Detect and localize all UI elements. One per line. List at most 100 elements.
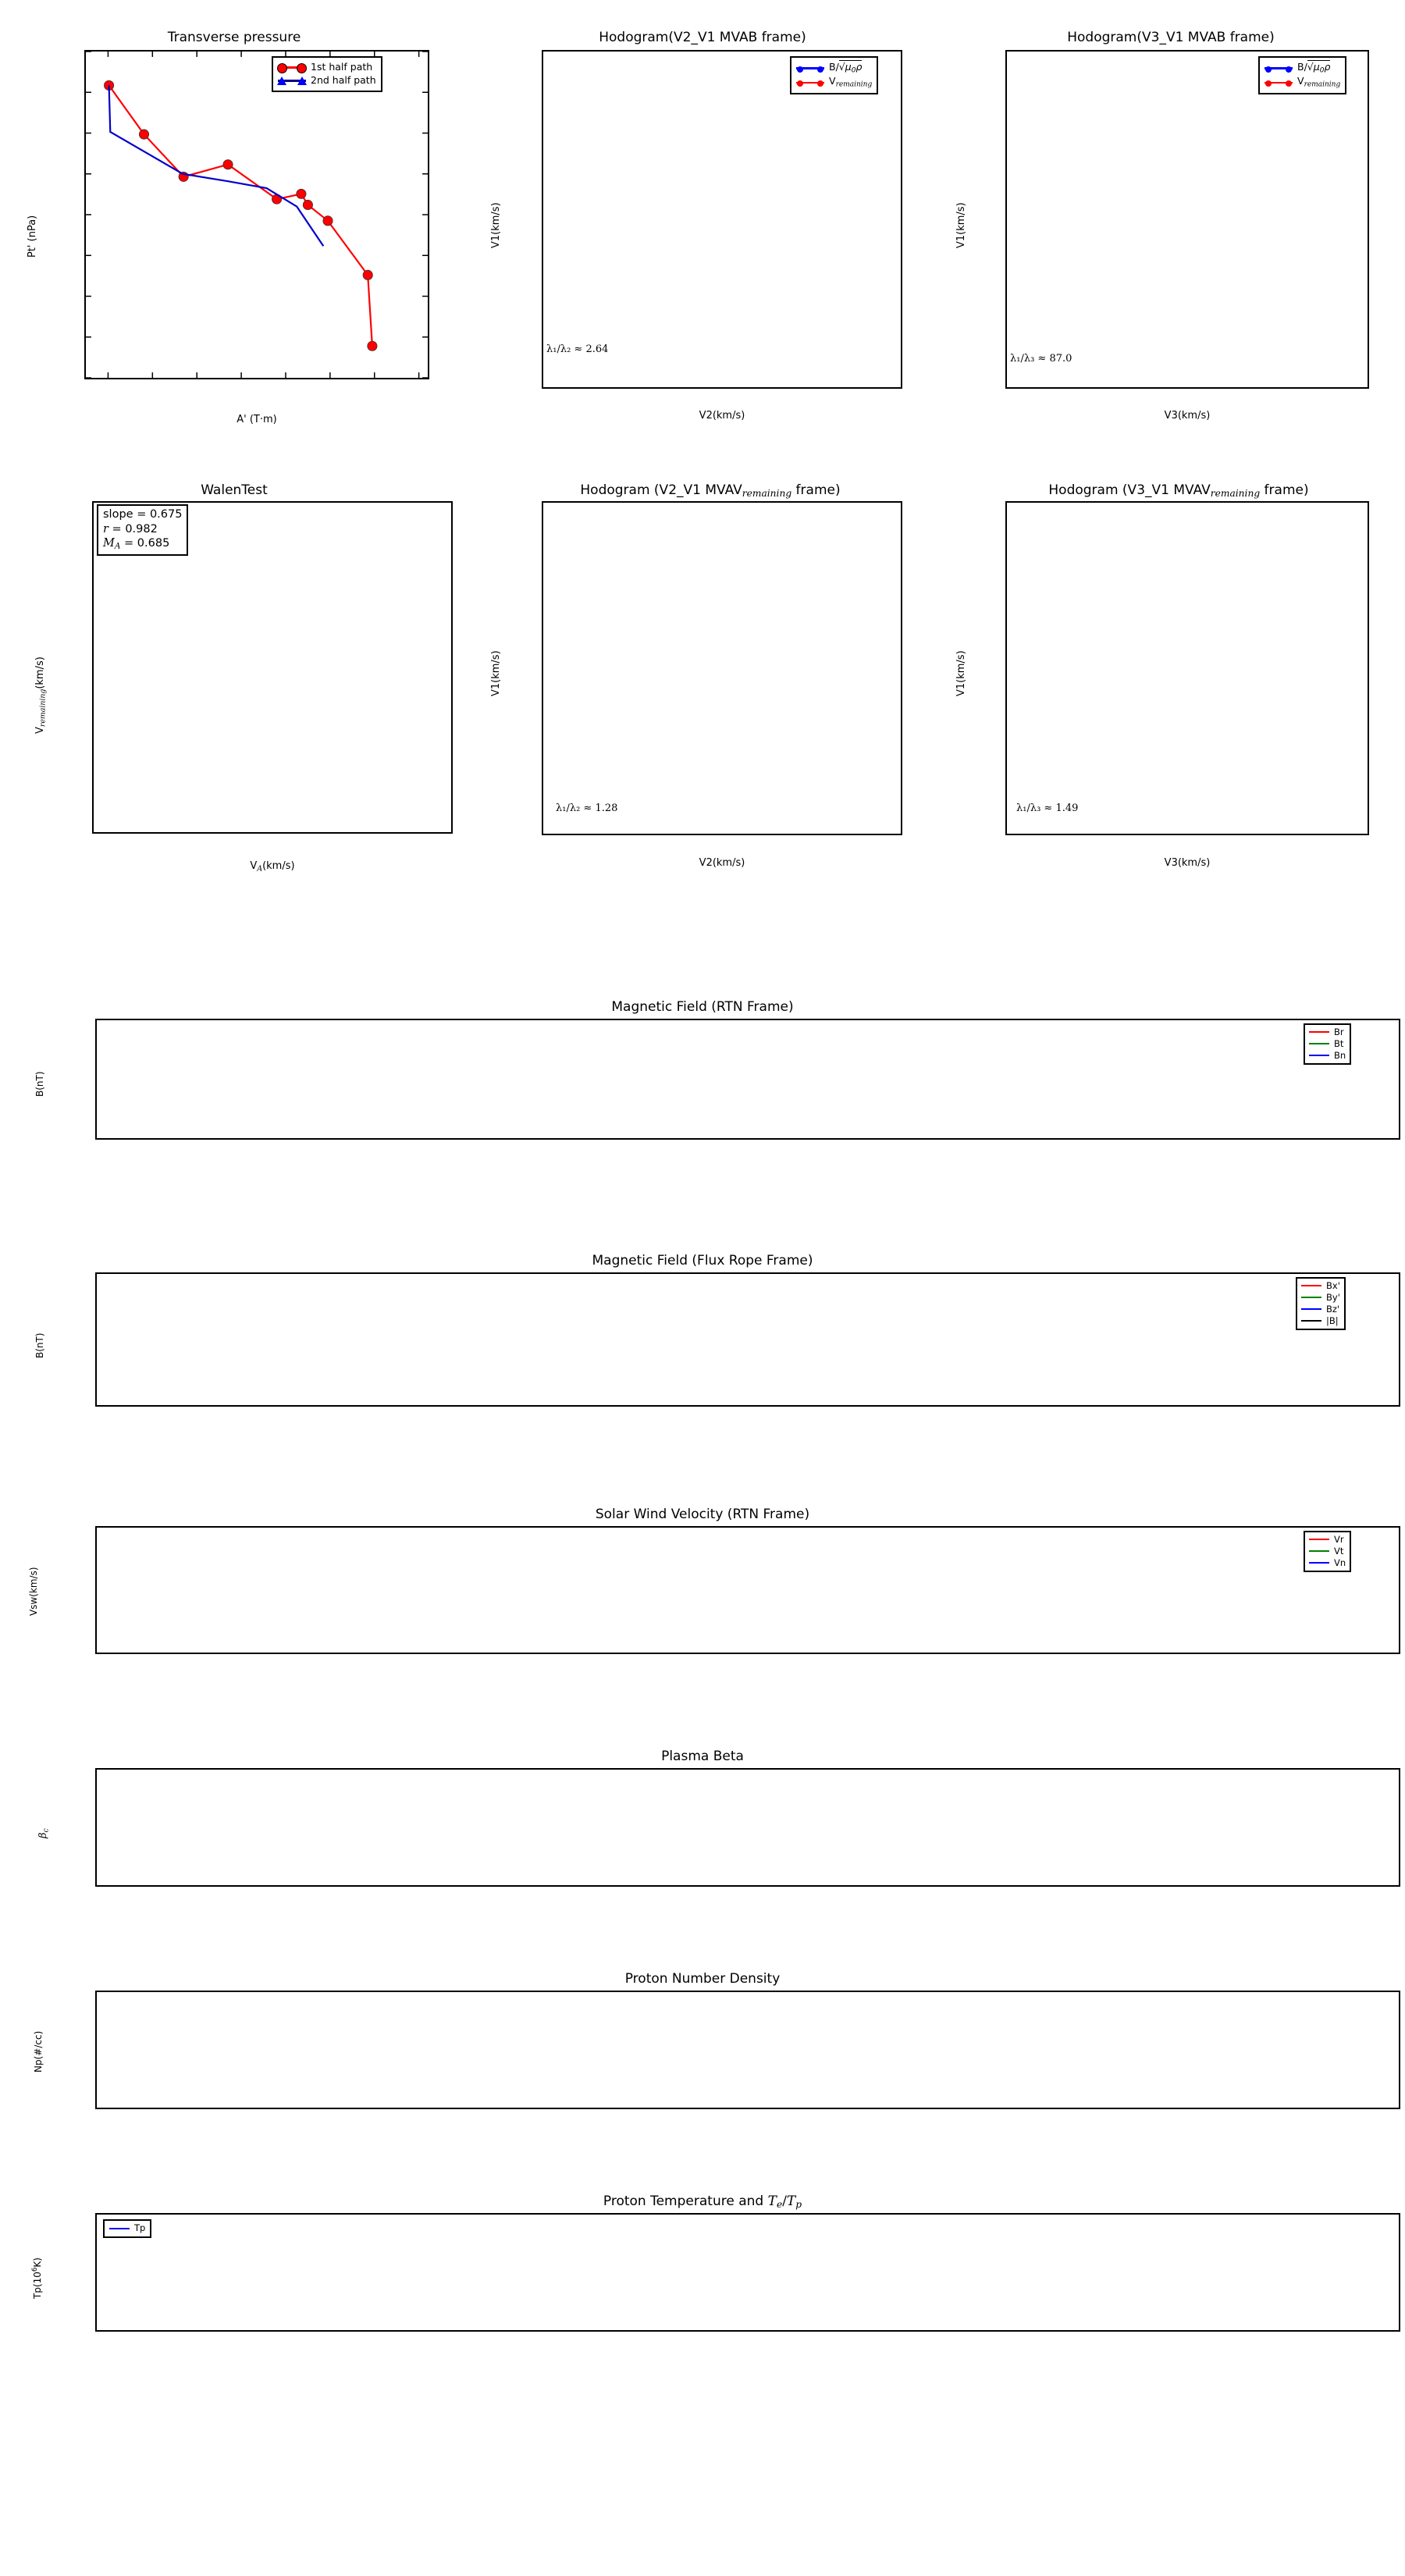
legend-item[interactable]: Vremaining	[1264, 75, 1340, 89]
legend-label: Tp	[134, 2222, 146, 2233]
plot-area	[95, 2213, 1400, 2332]
panel-magnetic-field-fluxrope: Magnetic Field (Flux Rope Frame) B(nT) B…	[0, 1233, 1405, 1452]
panel-transverse-pressure: Transverse pressure Pt' (nPa) A' (T·m) 1…	[0, 0, 468, 445]
panel-hodogram-v3v1-mvav: Hodogram (V3_V1 MVAVremaining frame) V1(…	[937, 453, 1405, 898]
line-swatch-icon	[1309, 1043, 1329, 1045]
x-axis-label: A' (T·m)	[237, 414, 277, 425]
legend-item[interactable]: Vt	[1309, 1546, 1346, 1557]
line-swatch-icon	[1301, 1308, 1321, 1311]
legend-rtn[interactable]: Br Bt Bn	[1304, 1023, 1352, 1065]
panel-title: Plasma Beta	[661, 1749, 744, 1764]
panel-title: Magnetic Field (Flux Rope Frame)	[592, 1253, 813, 1268]
legend-label: Bz'	[1326, 1303, 1340, 1315]
correlation-value: r = 0.982	[103, 522, 158, 535]
eigenvalue-ratio-annotation: λ₁/λ₃ ≈ 87.0	[1010, 353, 1072, 365]
slope-value: slope = 0.675	[103, 508, 183, 521]
line-swatch-icon	[1309, 1550, 1329, 1553]
magnetic-field-rtn-plot	[97, 1020, 1399, 1138]
legend-label: Vt	[1334, 1545, 1344, 1557]
eigenvalue-ratio-annotation: λ₁/λ₂ ≈ 1.28	[556, 802, 618, 814]
alfven-mach-value: MA = 0.685	[103, 537, 170, 551]
legend-item[interactable]: Vr	[1309, 1534, 1346, 1546]
x-axis-label: V2(km/s)	[699, 857, 745, 869]
plot-area	[84, 50, 429, 379]
legend-label: Bx'	[1326, 1280, 1340, 1291]
legend-item[interactable]: Bt	[1309, 1038, 1346, 1050]
hodogram-v2v1-mvab-plot	[543, 52, 901, 387]
legend-item[interactable]: Tp	[109, 2222, 145, 2235]
y-axis-label: Vsw(km/s)	[28, 1567, 39, 1616]
panel-hodogram-v3v1-mvab: Hodogram(V3_V1 MVAB frame) V1(km/s) V3(k…	[937, 0, 1405, 445]
legend-label: B/√μ0ρ	[829, 60, 863, 75]
legend-label: Vremaining	[829, 75, 873, 89]
legend-item[interactable]: Vn	[1309, 1557, 1346, 1569]
line-swatch-icon	[1301, 1285, 1321, 1287]
plot-area	[542, 50, 902, 389]
panel-title: Hodogram(V2_V1 MVAB frame)	[599, 30, 806, 45]
panel-title: Proton Number Density	[624, 1971, 781, 1987]
legend-transverse-pressure[interactable]: 1st half path 2nd half path	[272, 56, 382, 92]
plot-area	[95, 1768, 1400, 1887]
legend-item[interactable]: Bn	[1309, 1050, 1346, 1062]
legend-item[interactable]: Vremaining	[796, 75, 872, 89]
y-axis-label: Vremaining(km/s)	[34, 656, 48, 734]
panel-solar-wind-velocity: Solar Wind Velocity (RTN Frame) Vsw(km/s…	[0, 1487, 1405, 1690]
legend-vsw[interactable]: Vr Vt Vn	[1304, 1531, 1352, 1572]
circle-marker-icon	[277, 62, 307, 74]
legend-item[interactable]: 2nd half path	[277, 73, 376, 87]
legend-label: Vremaining	[1297, 75, 1341, 89]
legend-label: By'	[1326, 1291, 1340, 1303]
legend-item[interactable]: Br	[1309, 1026, 1346, 1038]
hodogram-v3v1-mvab-plot	[1007, 52, 1368, 387]
line-swatch-icon	[1309, 1031, 1329, 1034]
plot-area	[92, 501, 453, 834]
legend-label: Bn	[1334, 1049, 1346, 1061]
plot-area	[95, 1526, 1400, 1654]
legend-hodogram[interactable]: B/√μ0ρ Vremaining	[790, 56, 879, 94]
panel-magnetic-field-rtn: Magnetic Field (RTN Frame) B(nT) Br Bt B…	[0, 980, 1405, 1175]
line-dot-marker-icon	[796, 63, 824, 73]
legend-label: |B|	[1326, 1315, 1339, 1326]
x-axis-label: V3(km/s)	[1164, 410, 1211, 422]
legend-item[interactable]: B/√μ0ρ	[1264, 60, 1340, 75]
x-axis-label: V2(km/s)	[699, 410, 745, 422]
y-axis-label: Np(#/cc)	[33, 2030, 44, 2073]
legend-item[interactable]: 1st half path	[277, 61, 376, 74]
y-axis-label: B(nT)	[34, 1332, 45, 1358]
line-swatch-icon	[109, 2227, 130, 2229]
line-swatch-icon	[1309, 1562, 1329, 1564]
plasma-beta-plot	[97, 1770, 1399, 1885]
legend-item[interactable]: By'	[1301, 1292, 1340, 1304]
y-axis-label: B(nT)	[34, 1071, 45, 1097]
legend-tp[interactable]: Tp	[103, 2219, 152, 2238]
legend-label: B/√μ0ρ	[1297, 60, 1331, 75]
x-axis-label: VA(km/s)	[250, 860, 295, 873]
legend-label: 1st half path	[311, 61, 373, 73]
legend-fluxrope[interactable]: Bx' By' Bz' |B|	[1296, 1277, 1346, 1330]
legend-item[interactable]: |B|	[1301, 1315, 1340, 1327]
panel-hodogram-v2v1-mvab: Hodogram(V2_V1 MVAB frame) V1(km/s) V2(k…	[468, 0, 937, 445]
line-swatch-icon	[1309, 1055, 1329, 1057]
legend-label: Br	[1334, 1026, 1344, 1037]
magnetic-field-fluxrope-plot	[97, 1274, 1399, 1405]
legend-hodogram[interactable]: B/√μ0ρ Vremaining	[1258, 56, 1347, 94]
plot-area	[95, 1991, 1400, 2109]
y-axis-label: V1(km/s)	[955, 202, 967, 248]
legend-label: Vr	[1334, 1534, 1344, 1545]
x-axis-label: V3(km/s)	[1164, 857, 1211, 869]
legend-item[interactable]: Bx'	[1301, 1280, 1340, 1292]
legend-label: 2nd half path	[311, 73, 376, 86]
legend-item[interactable]: Bz'	[1301, 1304, 1340, 1315]
triangle-marker-icon	[277, 76, 307, 86]
panel-title: Transverse pressure	[167, 30, 301, 45]
plot-area	[1005, 50, 1369, 389]
panel-title: Magnetic Field (RTN Frame)	[611, 999, 794, 1015]
line-swatch-icon	[1301, 1297, 1321, 1299]
legend-item[interactable]: B/√μ0ρ	[796, 60, 872, 75]
line-dot-marker-icon	[1264, 78, 1293, 87]
plot-area	[542, 501, 902, 835]
hodogram-v2v1-mvav-plot	[543, 503, 901, 834]
y-axis-label: βc	[37, 1828, 51, 1838]
panel-proton-number-density: Proton Number Density Np(#/cc)	[0, 1952, 1405, 2147]
